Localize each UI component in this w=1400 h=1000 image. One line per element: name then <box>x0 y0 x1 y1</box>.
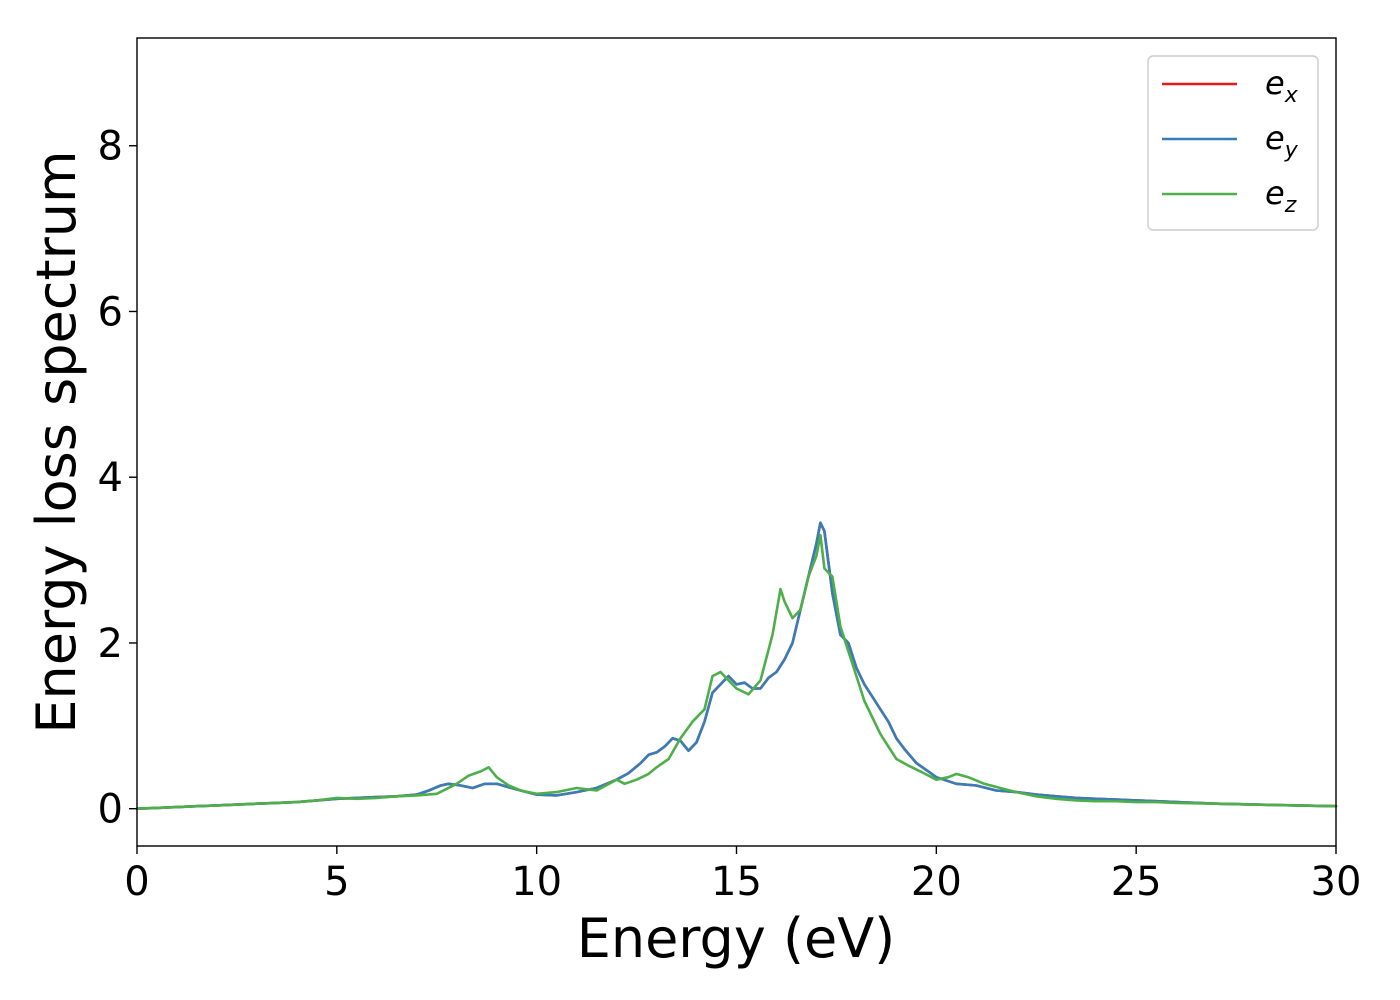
y-axis-ticks: 0 2 4 6 8 <box>98 124 137 833</box>
y-tick-label: 4 <box>98 455 123 501</box>
x-axis-label: Energy (eV) <box>577 907 896 970</box>
y-tick-label: 6 <box>98 289 123 335</box>
x-tick-label: 5 <box>324 859 349 905</box>
x-tick-label: 15 <box>711 859 762 905</box>
series-layer <box>135 521 1338 810</box>
y-tick-label: 2 <box>98 621 123 667</box>
legend-label-ey: ey <box>1265 119 1299 163</box>
legend-label-ex: ex <box>1265 64 1299 108</box>
x-tick-label: 25 <box>1111 859 1162 905</box>
x-tick-label: 20 <box>911 859 962 905</box>
x-tick-label: 0 <box>124 859 149 905</box>
x-axis-ticks: 0 5 10 15 20 25 30 <box>124 846 1361 905</box>
y-tick-label: 8 <box>98 124 123 170</box>
plot-frame <box>136 37 1337 847</box>
y-axis-label: Energy loss spectrum <box>25 150 88 733</box>
legend-subscript-ex: x <box>1284 83 1299 108</box>
legend-subscript-ez: z <box>1284 193 1297 218</box>
x-tick-label: 30 <box>1311 859 1362 905</box>
series-line-ez <box>135 533 1338 810</box>
x-tick-label: 10 <box>511 859 562 905</box>
legend-box <box>1147 55 1319 231</box>
y-tick-label: 0 <box>98 787 123 833</box>
legend-subscript-ey: y <box>1284 138 1299 163</box>
